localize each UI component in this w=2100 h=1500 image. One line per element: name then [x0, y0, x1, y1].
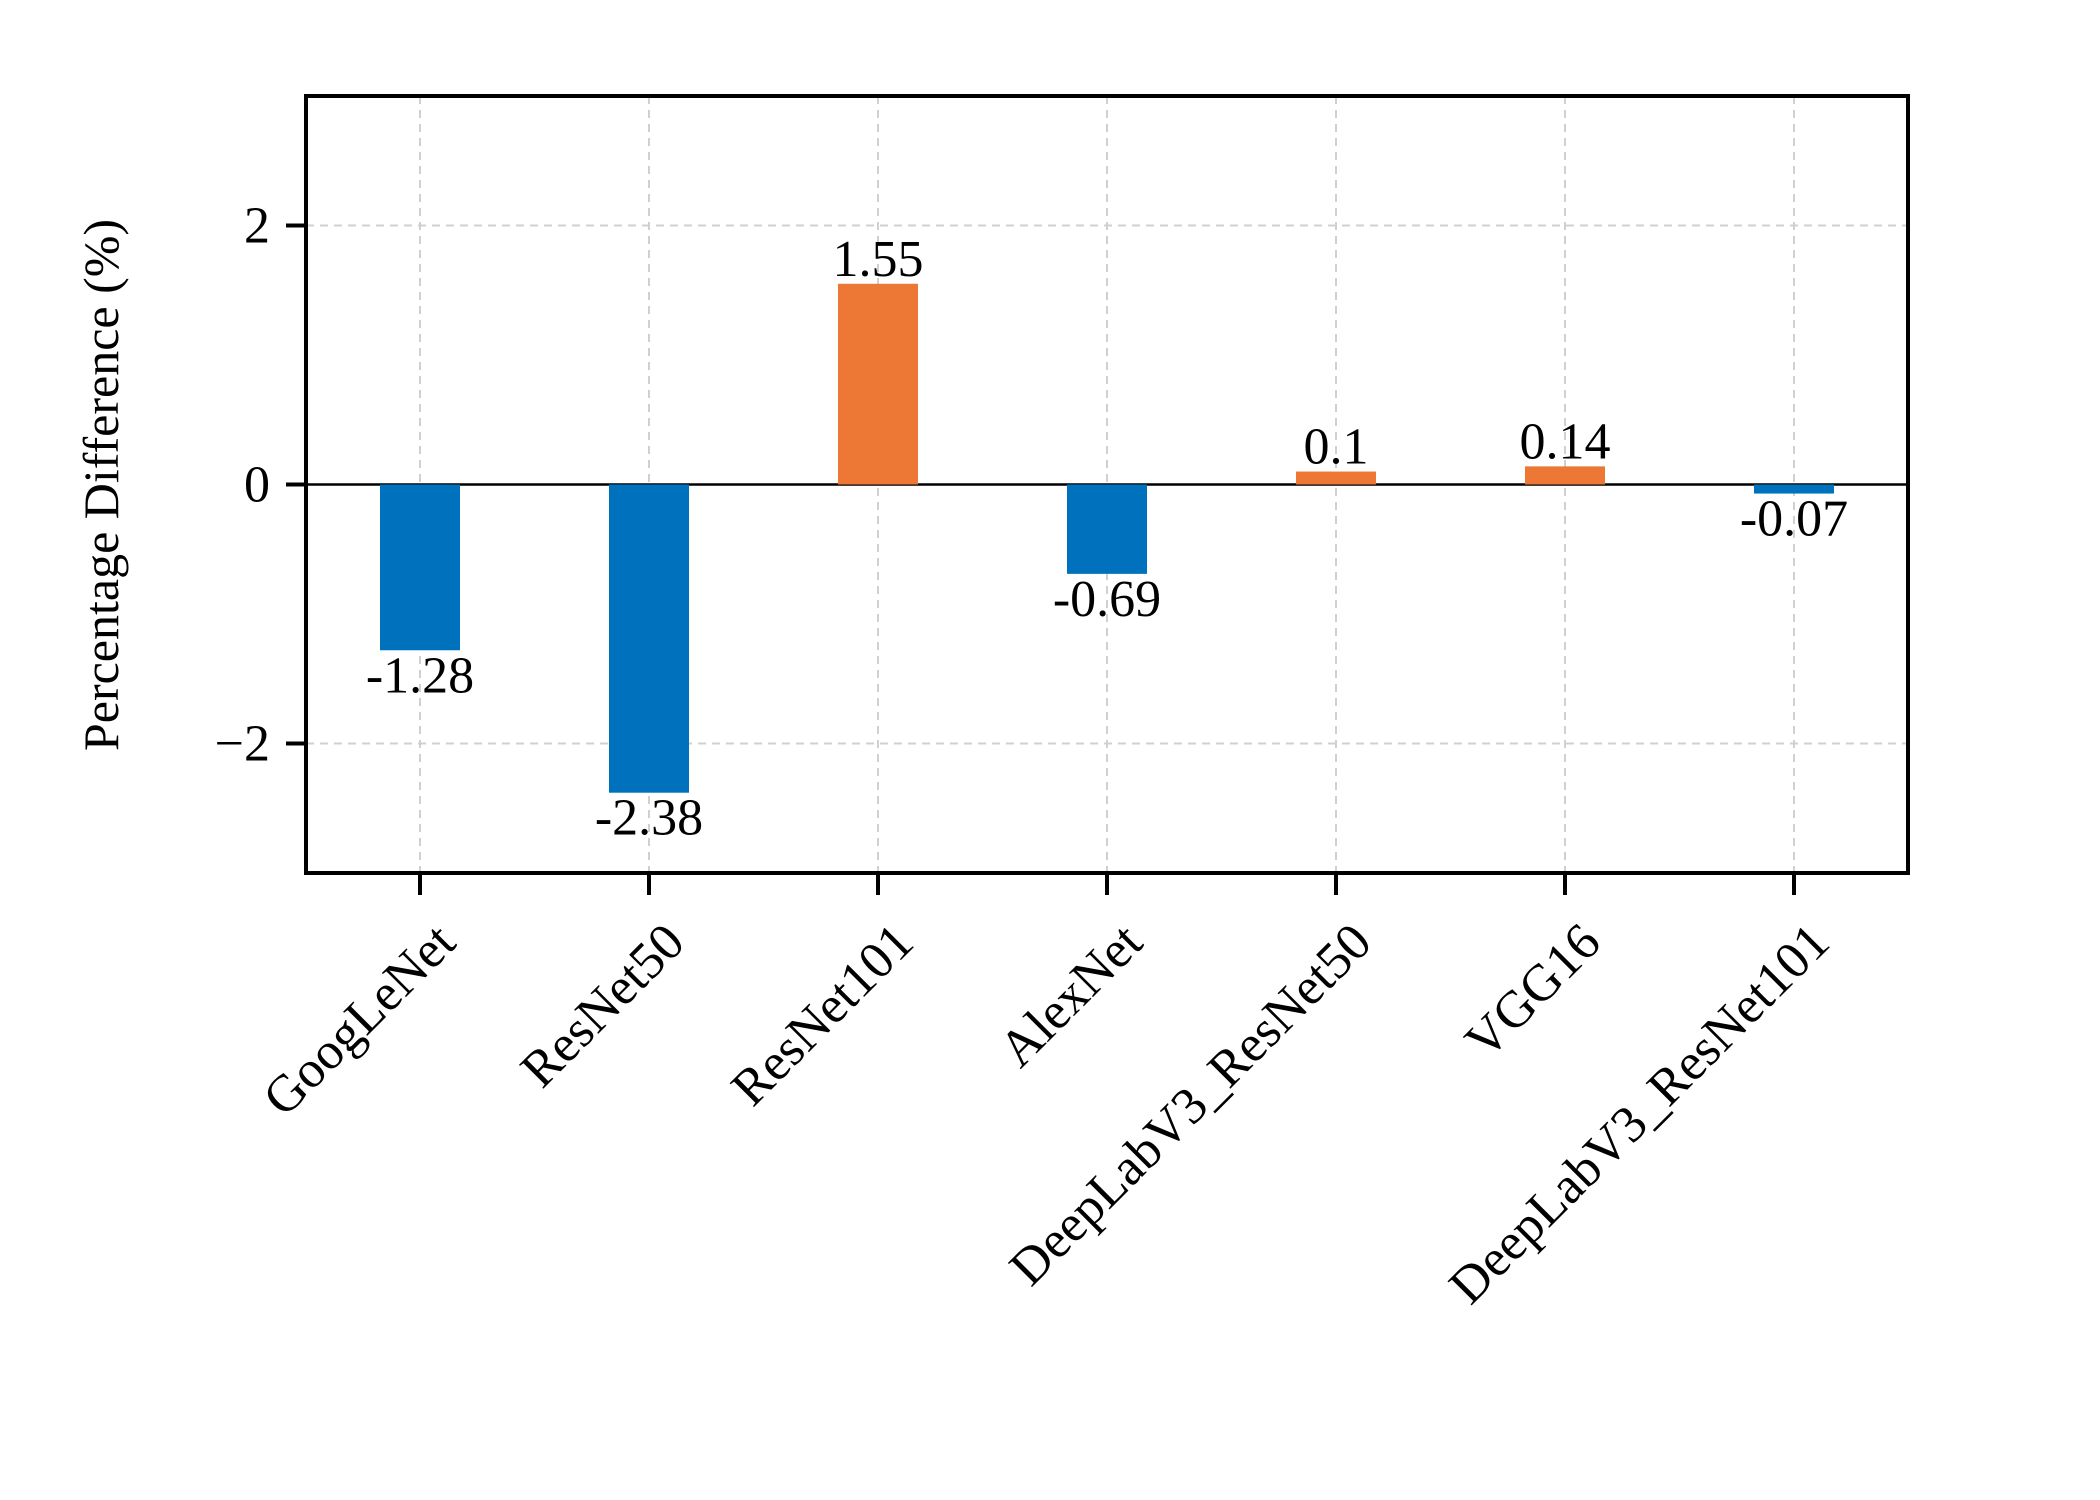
- value-label: -0.07: [1740, 491, 1848, 548]
- value-label: -0.69: [1053, 571, 1161, 628]
- y-ticks: −2 0 2: [215, 198, 306, 773]
- value-label: 1.55: [833, 231, 924, 288]
- bar-deeplabv3_resnet101: [1754, 484, 1834, 494]
- bars: [380, 283, 1834, 793]
- value-label: -2.38: [595, 790, 703, 847]
- bar-googlenet: [380, 484, 460, 651]
- x-ticks: GoogLeNet ResNet50 ResNet101 AlexNet DeepLab…: [253, 873, 1841, 1315]
- x-tick-label: DeepLabV3_ResNet101: [1439, 913, 1841, 1315]
- bar-resnet101: [838, 283, 918, 485]
- value-label: 0.1: [1304, 419, 1369, 476]
- bar-alexnet: [1067, 484, 1147, 574]
- y-tick-label: 0: [244, 457, 270, 514]
- bar-vgg16: [1525, 466, 1605, 485]
- x-tick-label: AlexNet: [989, 913, 1154, 1078]
- x-tick-label: ResNet50: [510, 913, 695, 1098]
- bar-deeplabv3_resnet50: [1296, 471, 1376, 485]
- y-tick-label: −2: [215, 716, 270, 773]
- x-tick-label: VGG16: [1455, 913, 1612, 1070]
- y-tick-label: 2: [244, 198, 270, 255]
- value-label: 0.14: [1520, 413, 1611, 470]
- x-tick-label: GoogLeNet: [253, 913, 467, 1127]
- value-label: -1.28: [366, 647, 474, 704]
- y-axis-label: Percentage Difference (%): [73, 219, 129, 751]
- bar-resnet50: [609, 484, 689, 793]
- value-labels: -1.28 -2.38 1.55 -0.69 0.1 0.14 -0.07: [366, 231, 1848, 847]
- x-tick-label: ResNet101: [721, 913, 925, 1117]
